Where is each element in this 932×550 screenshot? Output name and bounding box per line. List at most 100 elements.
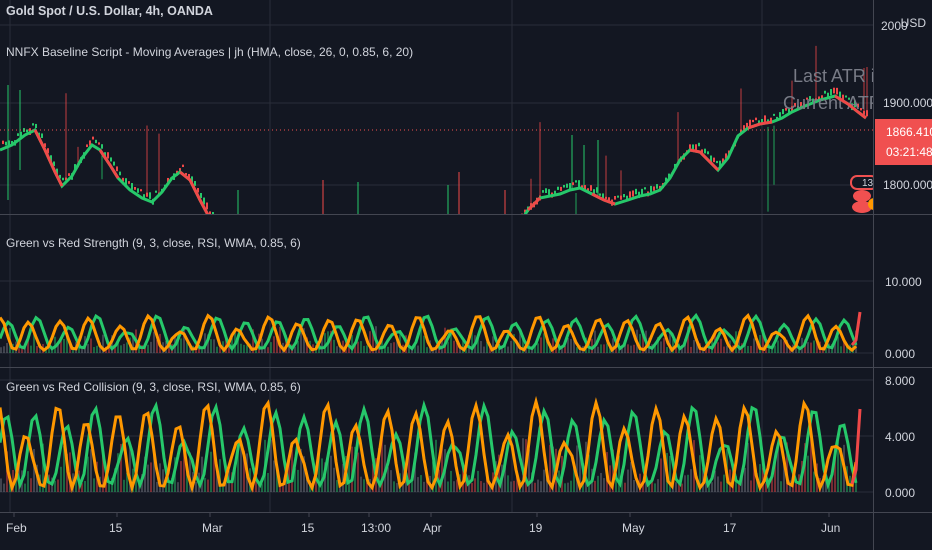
time-axis[interactable]: Feb 15 Mar 15 13:00 Apr 19 May 17 Jun <box>6 512 840 535</box>
collision-bar <box>447 481 449 492</box>
collision-bar <box>453 481 455 492</box>
strength-bar <box>642 334 644 353</box>
currency-label[interactable]: USD <box>900 16 926 30</box>
strength-bar <box>696 338 698 353</box>
candle <box>863 110 865 115</box>
collision-bar <box>321 458 323 492</box>
strength-bar <box>762 330 764 353</box>
strength-bar <box>66 336 68 353</box>
collision-bar <box>483 482 485 492</box>
strength-bar <box>597 346 599 353</box>
candle <box>605 196 607 199</box>
strength-bar <box>6 343 8 353</box>
candle <box>155 190 157 193</box>
collision-bar <box>675 482 677 492</box>
collision-bar <box>597 475 599 492</box>
strength-bar <box>834 340 836 353</box>
strength-bar <box>423 335 425 353</box>
collision-bar <box>771 475 773 492</box>
collision-bar <box>330 455 332 492</box>
collision-bar <box>12 470 14 492</box>
strength-bar <box>153 331 155 353</box>
price-pane[interactable]: Last ATR is 8.0 Current ATR is 8 138 <box>0 45 915 230</box>
candle <box>200 193 202 199</box>
candle <box>830 89 832 96</box>
time-axis-label: 15 <box>109 521 123 535</box>
collision-bar <box>786 442 788 492</box>
collision-bar <box>282 483 284 492</box>
collision-bar <box>42 443 44 492</box>
candle <box>521 213 523 214</box>
collision-bar <box>795 483 797 492</box>
collision-bar <box>111 477 113 492</box>
collision-bar <box>351 446 353 492</box>
last-price-value: 1866.410 <box>886 125 932 139</box>
collision-bar <box>471 482 473 492</box>
strength-bar <box>840 346 842 353</box>
candle <box>212 211 214 214</box>
strength-red-spike <box>850 311 862 346</box>
collision-bar <box>60 466 62 492</box>
strength-bar <box>525 345 527 353</box>
collision-bar <box>540 481 542 492</box>
collision-bar <box>180 461 182 492</box>
collision-bar <box>717 476 719 492</box>
strength-bar <box>519 330 521 353</box>
candle <box>578 180 580 187</box>
collision-bar <box>600 472 602 492</box>
collision-bar <box>474 478 476 492</box>
strength-bar <box>294 346 296 353</box>
candle <box>767 119 769 123</box>
strength-bar <box>513 334 515 353</box>
collision-bar <box>69 452 71 492</box>
collision-bar <box>189 452 191 492</box>
collision-bar <box>723 474 725 492</box>
candle <box>182 164 184 168</box>
collision-bar <box>288 458 290 492</box>
collision-bar <box>426 479 428 492</box>
strength-bar <box>114 347 116 353</box>
collision-bar <box>780 481 782 492</box>
strength-bar <box>846 346 848 353</box>
strength-bar <box>573 339 575 353</box>
strength-bar <box>657 337 659 353</box>
strength-indicator-title[interactable]: Green vs Red Strength (9, 3, close, RSI,… <box>6 236 301 250</box>
collision-bar <box>30 478 32 492</box>
candle <box>185 172 187 176</box>
candle <box>44 143 46 148</box>
candle <box>674 163 676 168</box>
collision-bar <box>570 480 572 492</box>
collision-bar <box>372 463 374 492</box>
strength-bar <box>216 346 218 353</box>
price-axis[interactable]: 2000 1900.000 1800.000 1866.410 03:21:48 <box>875 19 932 192</box>
baseline-indicator-title[interactable]: NNFX Baseline Script - Moving Averages |… <box>6 45 414 59</box>
baseline-red-segment <box>591 192 616 206</box>
strength-axis[interactable]: 10.000 0.000 <box>885 275 922 361</box>
collision-axis[interactable]: 8.000 4.000 0.000 <box>885 374 915 500</box>
strength-bar <box>231 338 233 353</box>
collision-bar <box>300 448 302 492</box>
collision-green-line <box>0 400 858 490</box>
collision-bar <box>27 471 29 492</box>
candle <box>560 186 562 191</box>
strength-bar <box>486 342 488 353</box>
collision-bar <box>204 477 206 492</box>
candle <box>8 140 10 146</box>
strength-bar <box>126 342 128 353</box>
strength-pane[interactable] <box>0 311 862 353</box>
collision-indicator-title[interactable]: Green vs Red Collision (9, 3, close, RSI… <box>6 380 301 394</box>
collision-pane[interactable] <box>0 395 862 494</box>
strength-bar <box>0 347 2 353</box>
collision-bar <box>396 483 398 492</box>
strength-bar <box>744 344 746 353</box>
symbol-title[interactable]: Gold Spot / U.S. Dollar, 4h, OANDA <box>6 4 213 18</box>
strength-bar <box>540 337 542 353</box>
collision-bar <box>147 464 149 492</box>
collision-bar <box>267 472 269 492</box>
candle <box>167 177 169 184</box>
strength-bar <box>594 330 596 353</box>
collision-bar <box>612 449 614 492</box>
collision-bar <box>54 480 56 492</box>
strength-bar <box>321 335 323 353</box>
